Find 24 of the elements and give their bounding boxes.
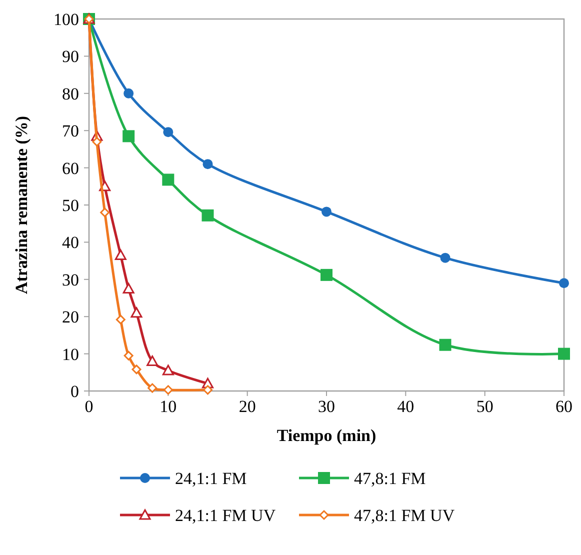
legend-label: 24,1:1 FM UV	[175, 506, 276, 525]
x-tick-label: 30	[318, 397, 335, 416]
y-tick-label: 10	[62, 344, 79, 364]
x-tick-label: 0	[84, 397, 94, 416]
y-tick-label: 20	[62, 308, 79, 327]
x-tick-label: 60	[556, 397, 572, 416]
y-axis-title: Atrazina remanente (%)	[12, 116, 31, 294]
x-tick-label: 10	[160, 397, 177, 416]
legend-label: 24,1:1 FM	[175, 469, 247, 488]
y-tick-label: 30	[62, 270, 79, 290]
y-tick-label: 60	[62, 158, 79, 178]
y-tick-label: 70	[62, 122, 79, 141]
y-tick-label: 40	[62, 233, 79, 252]
y-tick-label: 90	[62, 47, 79, 66]
legend-label: 47,8:1 FM	[354, 469, 426, 488]
y-tick-label: 100	[54, 10, 79, 29]
y-tick-label: 50	[62, 196, 79, 215]
legend-label: 47,8:1 FM UV	[354, 506, 456, 525]
x-tick-label: 50	[476, 397, 494, 416]
x-axis-title: Tiempo (min)	[276, 426, 376, 445]
y-tick-label: 80	[62, 84, 79, 104]
x-tick-label: 40	[397, 397, 414, 416]
x-tick-label: 20	[238, 397, 256, 416]
y-tick-label: 0	[70, 382, 79, 401]
